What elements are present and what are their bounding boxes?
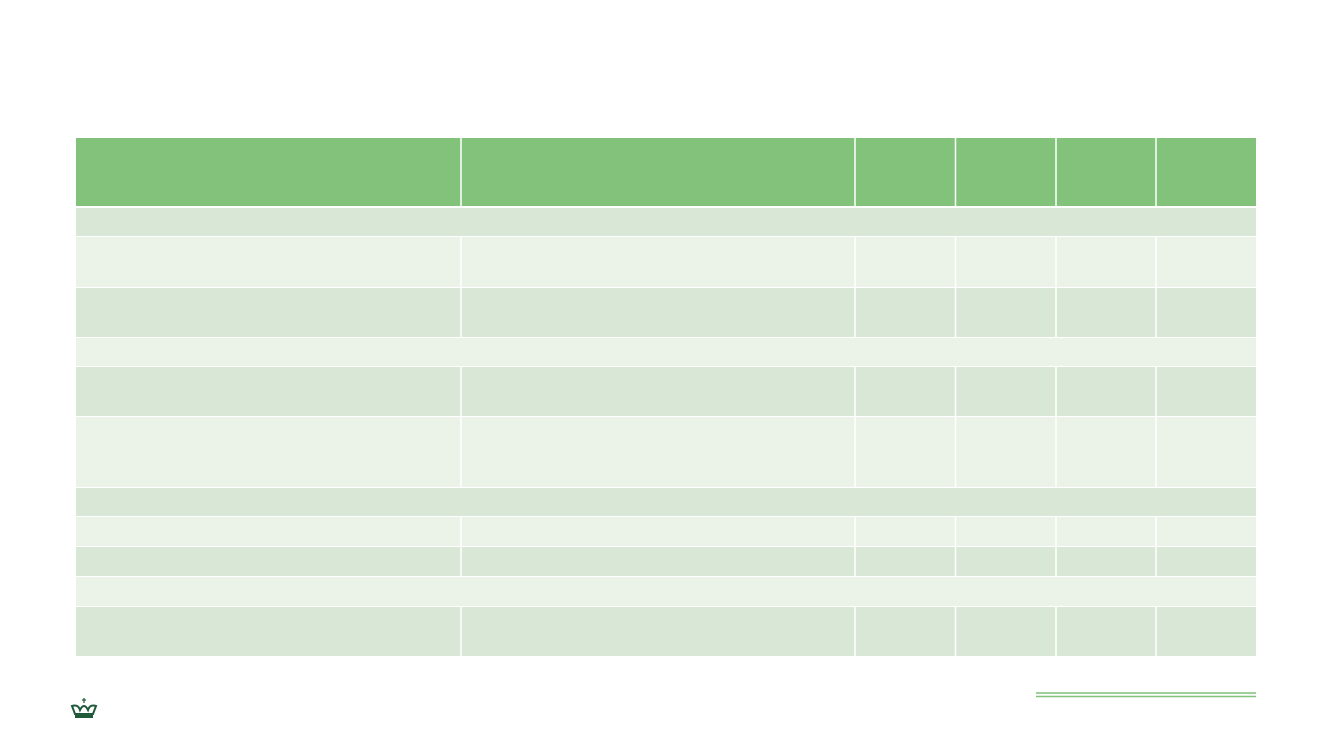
table-row xyxy=(76,367,1256,416)
table-row xyxy=(76,517,1256,546)
table-row xyxy=(76,417,1256,487)
section-row xyxy=(76,488,1256,516)
table-row xyxy=(76,547,1256,576)
table xyxy=(76,138,1256,656)
section-row xyxy=(76,577,1256,606)
column-separators xyxy=(460,138,1157,656)
table-row xyxy=(76,607,1256,656)
table-row xyxy=(76,288,1256,337)
section-row xyxy=(76,338,1256,366)
table-row xyxy=(76,237,1256,287)
header-row xyxy=(76,138,1256,206)
section-row xyxy=(76,208,1256,236)
footer-rule xyxy=(1036,692,1256,698)
crown-logo xyxy=(70,698,98,718)
